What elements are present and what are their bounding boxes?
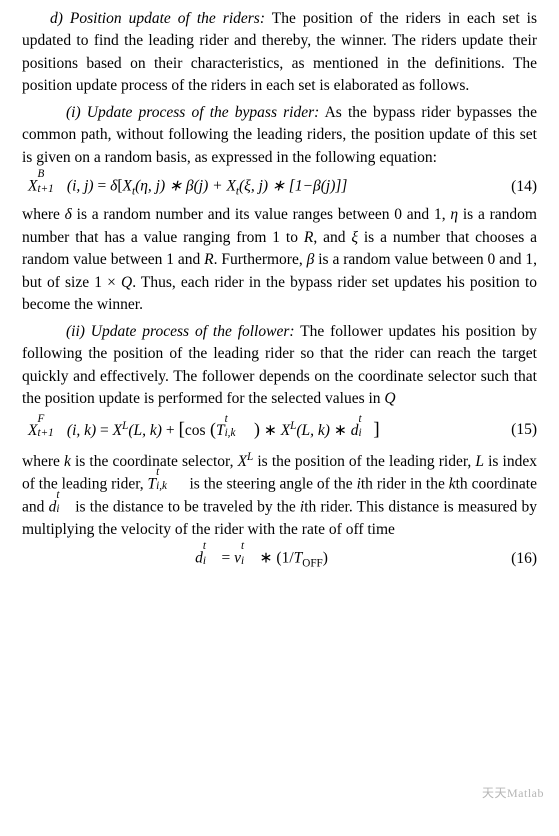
equation-14: XBt+1(i, j) = δ[Xt(η, j) ∗ β(j) + Xt(ξ, … bbox=[22, 175, 537, 198]
para-after-eq14: where δ is a random number and its value… bbox=[22, 204, 537, 316]
equation-15: XFt+1(i, k) = XL(L, k) + [cos (Tti,k) ∗ … bbox=[22, 416, 537, 444]
section-d-heading: d) Position update of the riders: bbox=[50, 10, 265, 27]
equation-15-number: (15) bbox=[495, 419, 537, 441]
section-ii-heading: (ii) Update process of the follower: bbox=[66, 323, 295, 340]
section-ii-para: (ii) Update process of the follower: The… bbox=[22, 321, 537, 411]
equation-16-number: (16) bbox=[495, 548, 537, 570]
equation-14-number: (14) bbox=[495, 176, 537, 198]
para-after-eq15: where k is the coordinate selector, XL i… bbox=[22, 451, 537, 542]
watermark: 天天Matlab bbox=[482, 785, 544, 802]
section-i-para: (i) Update process of the bypass rider: … bbox=[22, 102, 537, 169]
equation-16: dti = vti ∗ (1/TOFF) (16) bbox=[22, 547, 537, 570]
equation-16-body: dti = vti ∗ (1/TOFF) bbox=[22, 547, 495, 570]
equation-14-body: XBt+1(i, j) = δ[Xt(η, j) ∗ β(j) + Xt(ξ, … bbox=[22, 175, 495, 198]
section-i-heading: (i) Update process of the bypass rider: bbox=[66, 104, 319, 121]
equation-15-body: XFt+1(i, k) = XL(L, k) + [cos (Tti,k) ∗ … bbox=[22, 416, 495, 444]
section-d-para: d) Position update of the riders: The po… bbox=[22, 8, 537, 98]
